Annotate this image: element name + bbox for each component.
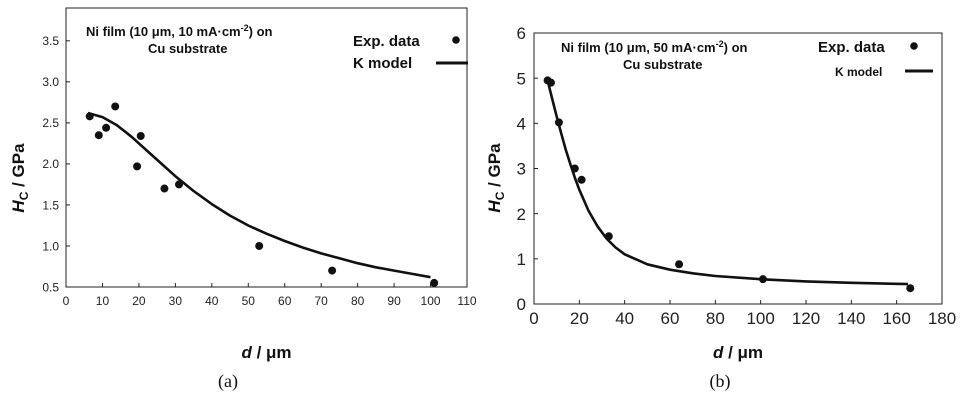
x-tick-label: 120 — [792, 309, 820, 328]
y-tick-label: 2 — [517, 205, 526, 224]
data-point — [111, 102, 120, 111]
y-tick-label: 1 — [517, 250, 526, 269]
y-tick-label: 2.0 — [42, 157, 59, 171]
legend-label-exp-data: Exp. data — [353, 33, 420, 50]
x-axis-label: d / μm — [241, 343, 291, 362]
y-tick-label: 1.0 — [42, 239, 59, 253]
x-tick-label: 80 — [351, 294, 365, 308]
y-tick-label: 3.5 — [42, 34, 59, 48]
data-point — [160, 184, 169, 193]
data-point — [675, 260, 684, 269]
y-tick-label: 3.0 — [42, 75, 59, 89]
x-tick-label: 180 — [928, 309, 956, 328]
panel-caption: (a) — [218, 371, 238, 392]
data-point — [133, 162, 142, 171]
annotation-line-2: Cu substrate — [623, 57, 702, 72]
legend-label-exp-data: Exp. data — [818, 39, 885, 56]
legend-marker-exp-data — [452, 36, 460, 44]
y-tick-label: 3 — [517, 160, 526, 179]
y-tick-label: 2.5 — [42, 116, 59, 130]
y-tick-label: 5 — [517, 69, 526, 88]
x-tick-label: 100 — [746, 309, 774, 328]
x-tick-label: 10 — [96, 294, 110, 308]
y-axis-label: HC / GPa — [9, 143, 31, 213]
annotation-line-1: Ni film (10 μm, 50 mA·cm-2) on — [561, 39, 748, 55]
x-tick-label: 80 — [706, 309, 725, 328]
x-tick-label: 140 — [837, 309, 865, 328]
legend-label-k-model: K model — [353, 55, 412, 72]
x-tick-label: 70 — [315, 294, 329, 308]
y-tick-label: 4 — [517, 114, 526, 133]
annotation-line-2: Cu substrate — [148, 41, 227, 56]
x-tick-label: 30 — [169, 294, 183, 308]
annotation-line-1: Ni film (10 μm, 10 mA·cm-2) on — [86, 23, 273, 39]
x-axis-label: d / μm — [713, 343, 763, 362]
data-point — [102, 123, 111, 132]
data-point — [328, 266, 337, 275]
x-tick-label: 50 — [242, 294, 256, 308]
x-tick-label: 20 — [132, 294, 146, 308]
panel-caption: (b) — [710, 371, 731, 392]
plot-frame — [65, 7, 468, 288]
data-point — [906, 284, 915, 293]
x-tick-label: 100 — [421, 294, 441, 308]
model-curve — [546, 80, 909, 286]
y-tick-label: 0.5 — [42, 280, 59, 294]
model-curve — [87, 111, 431, 279]
x-tick-label: 20 — [570, 309, 589, 328]
x-tick-label: 60 — [661, 309, 680, 328]
legend-marker-exp-data — [910, 42, 918, 50]
data-point — [577, 175, 586, 184]
x-tick-label: 40 — [205, 294, 219, 308]
x-tick-label: 60 — [278, 294, 292, 308]
data-point — [94, 131, 103, 140]
x-tick-label: 0 — [529, 309, 538, 328]
x-tick-label: 110 — [457, 294, 476, 308]
x-tick-label: 90 — [387, 294, 401, 308]
legend-label-k-model: K model — [835, 65, 882, 79]
y-tick-label: 0 — [517, 295, 526, 314]
x-tick-label: 160 — [882, 309, 910, 328]
y-tick-label: 1.5 — [42, 198, 59, 212]
data-point — [136, 132, 145, 141]
y-axis-label: HC / GPa — [485, 143, 507, 213]
chart-panel-b: 0 20 40 60 80 100 120 140 160 180 0 1 2 3 4 5 6 d / μm HC … — [485, 24, 956, 392]
x-tick-label: 40 — [615, 309, 634, 328]
data-point — [430, 278, 439, 287]
y-tick-label: 6 — [517, 24, 526, 43]
data-point — [255, 241, 264, 250]
chart-panel-a: 0 10 20 30 40 50 60 70 80 90 100 110 0.5 1.0 1.5 2.0 2.5… — [9, 7, 477, 392]
x-tick-label: 0 — [63, 294, 70, 308]
